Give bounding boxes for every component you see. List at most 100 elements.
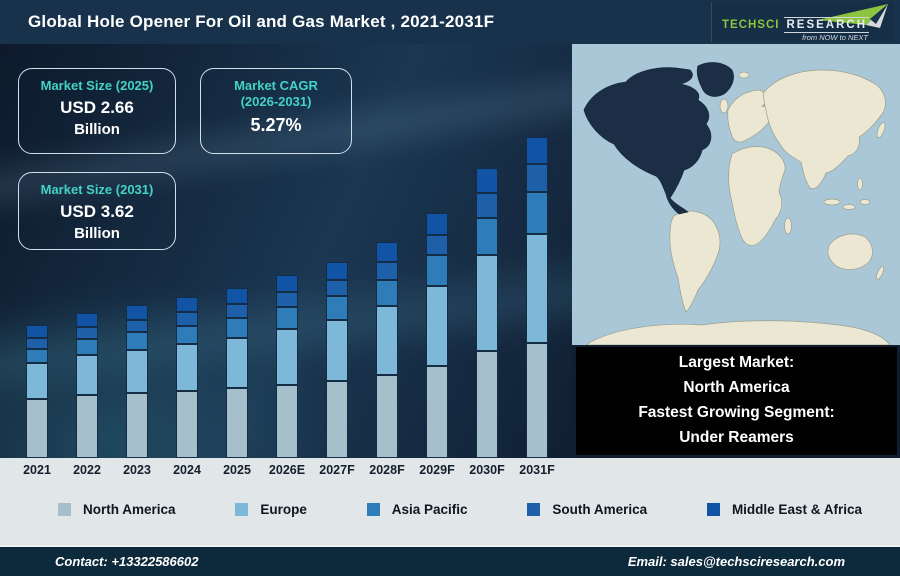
bar-segment-middle-east-africa — [476, 167, 498, 194]
x-axis-label-cell: 2029F — [419, 463, 454, 477]
map-indonesia — [842, 204, 856, 210]
bar-segment-europe — [126, 349, 148, 393]
bar-segment-asia-pacific — [226, 318, 248, 338]
bar-2030f — [476, 167, 498, 458]
bar-segment-north-america — [226, 388, 248, 458]
axis-and-legend-strip: 2021 2022 2023 2024 2025 2026E 2027F 2028F 2029F… — [0, 458, 900, 545]
x-axis-label: 2021 — [23, 463, 51, 477]
contact-phone: Contact: +13322586602 — [55, 554, 199, 569]
bar-segment-south-america — [476, 193, 498, 218]
legend-label: North America — [83, 502, 176, 517]
legend-item-south-america: South America — [527, 502, 647, 517]
bar-segment-middle-east-africa — [176, 296, 198, 313]
footer-bar: Contact: +13322586602 Email: sales@techs… — [0, 545, 900, 576]
bar-segment-south-america — [326, 280, 348, 296]
bar-segment-europe — [26, 363, 48, 400]
x-axis-label-cell: 2030F — [469, 463, 504, 477]
techsci-arrow-icon — [818, 4, 888, 28]
legend-label: South America — [552, 502, 648, 517]
bar-segment-north-america — [276, 384, 298, 458]
x-axis-label-cell: 2023 — [123, 463, 151, 477]
stat-value: 5.27% — [250, 114, 302, 135]
bar-segment-north-america — [376, 375, 398, 458]
brand-text: TechSci Research — [722, 17, 870, 33]
x-axis-label-cell: 2026E — [269, 463, 305, 477]
legend-item-middle-east-africa: Middle East & Africa — [706, 502, 862, 517]
legend-label: Europe — [260, 502, 307, 517]
bar-segment-asia-pacific — [176, 325, 198, 345]
callout-line: Under Reamers — [679, 428, 794, 446]
bar-segment-south-america — [76, 326, 98, 339]
x-axis-label: 2031F — [519, 463, 555, 477]
x-axis-label: 2022 — [73, 463, 101, 477]
bar-segment-south-america — [276, 292, 298, 308]
bar-segment-north-america — [476, 351, 498, 458]
bar-segment-north-america — [326, 380, 348, 458]
bar-segment-south-america — [126, 319, 148, 333]
bar-2025 — [226, 287, 248, 458]
bar-segment-south-america — [176, 312, 198, 326]
x-axis-label: 2030F — [469, 463, 505, 477]
legend-swatch-icon — [235, 503, 249, 516]
map-philippines — [857, 177, 863, 191]
map-madagascar — [784, 217, 792, 235]
stat-unit: Billion — [74, 121, 120, 139]
map-australia — [827, 233, 873, 270]
bar-2031f — [526, 136, 548, 458]
brand-logo: TechSci Research from NOW to NEXT — [711, 2, 894, 42]
bar-segment-asia-pacific — [526, 191, 548, 234]
bar-segment-europe — [276, 329, 298, 385]
map-indonesia — [823, 198, 841, 206]
brand-techsci: TechSci — [722, 19, 780, 31]
stat-heading: Market CAGR (2026-2031) — [234, 78, 318, 110]
x-axis-label: 2024 — [173, 463, 201, 477]
x-axis-label-cell: 2024 — [173, 463, 201, 477]
bar-segment-middle-east-africa — [76, 313, 98, 327]
bar-segment-asia-pacific — [426, 254, 448, 286]
bar-2021 — [26, 325, 48, 458]
bar-segment-middle-east-africa — [526, 136, 548, 165]
x-axis-label-cell: 2027F — [319, 463, 354, 477]
bar-segment-north-america — [526, 342, 548, 458]
stat-box-market-cagr: Market CAGR (2026-2031) 5.27% — [200, 68, 352, 154]
bar-segment-asia-pacific — [276, 307, 298, 330]
bar-segment-europe — [426, 285, 448, 366]
x-axis-label: 2028F — [369, 463, 405, 477]
x-axis-label: 2023 — [123, 463, 151, 477]
page-title: Global Hole Opener For Oil and Gas Marke… — [28, 12, 495, 31]
legend-item-north-america: North America — [58, 502, 176, 517]
bar-segment-europe — [526, 233, 548, 343]
x-axis-label-cell: 2031F — [519, 463, 554, 477]
bar-segment-asia-pacific — [76, 338, 98, 356]
bar-segment-asia-pacific — [476, 217, 498, 255]
bar-2027f — [326, 262, 348, 458]
bar-segment-south-america — [426, 234, 448, 255]
bar-segment-europe — [76, 355, 98, 396]
brand-tagline: from NOW to NEXT — [802, 33, 868, 42]
bar-segment-asia-pacific — [376, 279, 398, 307]
header-bar: Global Hole Opener For Oil and Gas Marke… — [0, 0, 900, 44]
map-africa — [728, 146, 786, 246]
callout-line: North America — [683, 379, 790, 397]
map-british-isles — [719, 98, 729, 114]
map-north-america-highlight — [583, 67, 712, 215]
stat-value: USD 3.62 — [60, 202, 134, 222]
x-axis-labels: 2021 2022 2023 2024 2025 2026E 2027F 2028F 2029F… — [23, 463, 555, 477]
bar-2022 — [76, 313, 98, 458]
bar-segment-europe — [476, 254, 498, 352]
bar-2023 — [126, 304, 148, 458]
bar-segment-middle-east-africa — [26, 325, 48, 338]
brand-research: Research — [784, 17, 870, 33]
x-axis-label: 2026E — [268, 463, 306, 477]
bar-segment-asia-pacific — [326, 295, 348, 320]
bar-segment-europe — [176, 344, 198, 392]
stat-heading: Market Size (2031) — [40, 182, 154, 197]
bar-segment-middle-east-africa — [426, 213, 448, 235]
stat-value: USD 2.66 — [60, 98, 134, 118]
stat-box-market-size-2031: Market Size (2031) USD 3.62 Billion — [18, 172, 176, 250]
bar-segment-middle-east-africa — [376, 242, 398, 262]
bar-segment-north-america — [126, 393, 148, 458]
x-axis-label-cell: 2021 — [23, 463, 51, 477]
legend-label: Asia Pacific — [391, 502, 468, 517]
bar-segment-europe — [226, 337, 248, 389]
